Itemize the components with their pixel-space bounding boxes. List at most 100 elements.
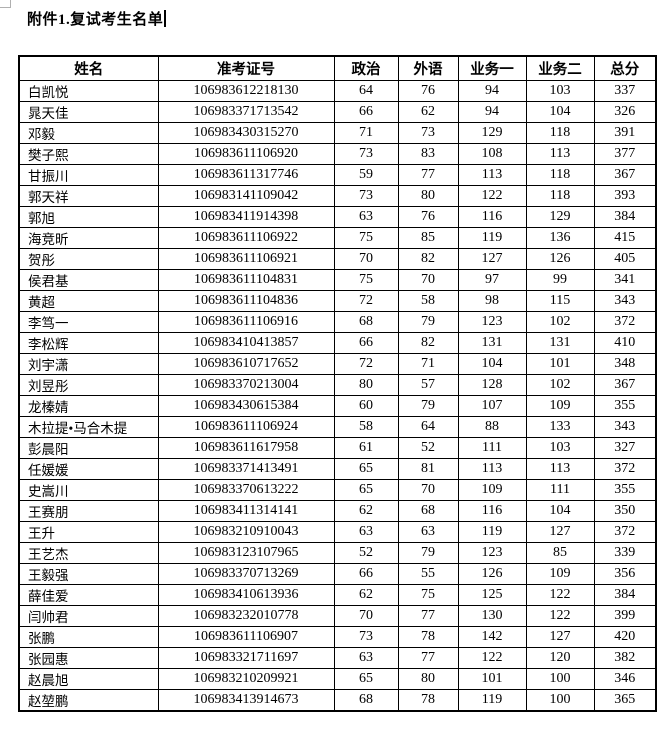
cell-foreign-language: 76 <box>397 206 459 228</box>
cell-foreign-language: 52 <box>397 437 459 459</box>
cell-subject-two: 100 <box>525 689 595 712</box>
cell-subject-two: 85 <box>525 542 595 564</box>
cell-subject-one: 122 <box>457 647 527 669</box>
cell-subject-two: 113 <box>525 458 595 480</box>
cell-politics: 75 <box>333 269 399 291</box>
cell-name: 邓毅 <box>18 122 159 144</box>
cell-subject-two: 118 <box>525 164 595 186</box>
cell-subject-one: 107 <box>457 395 527 417</box>
cell-total-score: 393 <box>593 185 657 207</box>
table-row: 海竞昕 106983611106922 75 85 119 136 415 <box>18 227 657 249</box>
cell-foreign-language: 70 <box>397 479 459 501</box>
cell-total-score: 367 <box>593 374 657 396</box>
column-header: 外语 <box>397 55 459 81</box>
cell-subject-one: 129 <box>457 122 527 144</box>
cell-subject-one: 122 <box>457 185 527 207</box>
cell-subject-one: 116 <box>457 500 527 522</box>
table-row: 任媛媛 106983371413491 65 81 113 113 372 <box>18 458 657 480</box>
cell-foreign-language: 78 <box>397 689 459 712</box>
cell-politics: 72 <box>333 353 399 375</box>
cell-total-score: 327 <box>593 437 657 459</box>
cell-exam-id: 106983611106916 <box>157 311 335 333</box>
cell-politics: 65 <box>333 668 399 690</box>
table-row: 赵晨旭 106983210209921 65 80 101 100 346 <box>18 668 657 690</box>
cell-name: 黄超 <box>18 290 159 312</box>
cell-exam-id: 106983611104836 <box>157 290 335 312</box>
cell-exam-id: 106983232010778 <box>157 605 335 627</box>
cell-subject-one: 109 <box>457 479 527 501</box>
cell-name: 甘振川 <box>18 164 159 186</box>
cell-name: 李松辉 <box>18 332 159 354</box>
cell-politics: 63 <box>333 206 399 228</box>
cell-foreign-language: 80 <box>397 185 459 207</box>
cell-exam-id: 106983371413491 <box>157 458 335 480</box>
cell-name: 晁天佳 <box>18 101 159 123</box>
cell-total-score: 372 <box>593 311 657 333</box>
cell-politics: 80 <box>333 374 399 396</box>
cell-total-score: 355 <box>593 479 657 501</box>
cell-name: 闫帅君 <box>18 605 159 627</box>
document-title-text: 附件1.复试考生名单 <box>27 12 164 28</box>
cell-name: 刘宇潇 <box>18 353 159 375</box>
cell-foreign-language: 63 <box>397 521 459 543</box>
cell-politics: 63 <box>333 521 399 543</box>
cell-subject-two: 131 <box>525 332 595 354</box>
table-row: 张园惠 106983321711697 63 77 122 120 382 <box>18 647 657 669</box>
cell-foreign-language: 82 <box>397 332 459 354</box>
cell-subject-one: 97 <box>457 269 527 291</box>
table-row: 李笃一 106983611106916 68 79 123 102 372 <box>18 311 657 333</box>
cell-exam-id: 106983411314141 <box>157 500 335 522</box>
cell-total-score: 339 <box>593 542 657 564</box>
cell-subject-one: 98 <box>457 290 527 312</box>
cell-name: 王艺杰 <box>18 542 159 564</box>
cell-exam-id: 106983611106924 <box>157 416 335 438</box>
cell-foreign-language: 62 <box>397 101 459 123</box>
cell-politics: 63 <box>333 647 399 669</box>
cell-subject-one: 119 <box>457 227 527 249</box>
table-row: 李松辉 106983410413857 66 82 131 131 410 <box>18 332 657 354</box>
cell-exam-id: 106983611106907 <box>157 626 335 648</box>
cell-politics: 62 <box>333 584 399 606</box>
cell-total-score: 346 <box>593 668 657 690</box>
cell-politics: 65 <box>333 479 399 501</box>
cell-foreign-language: 80 <box>397 668 459 690</box>
cell-politics: 71 <box>333 122 399 144</box>
cell-total-score: 343 <box>593 416 657 438</box>
table-row: 刘昱彤 106983370213004 80 57 128 102 367 <box>18 374 657 396</box>
cell-exam-id: 106983410413857 <box>157 332 335 354</box>
column-header: 总分 <box>593 55 657 81</box>
cell-foreign-language: 85 <box>397 227 459 249</box>
cell-total-score: 410 <box>593 332 657 354</box>
table-row: 侯君基 106983611104831 75 70 97 99 341 <box>18 269 657 291</box>
cell-subject-one: 113 <box>457 164 527 186</box>
cell-exam-id: 106983610717652 <box>157 353 335 375</box>
cell-foreign-language: 82 <box>397 248 459 270</box>
cell-total-score: 343 <box>593 290 657 312</box>
cell-subject-one: 94 <box>457 101 527 123</box>
cell-exam-id: 106983371713542 <box>157 101 335 123</box>
table-row: 龙榛婧 106983430615384 60 79 107 109 355 <box>18 395 657 417</box>
cell-name: 赵晨旭 <box>18 668 159 690</box>
cell-total-score: 391 <box>593 122 657 144</box>
table-row: 白凯悦 106983612218130 64 76 94 103 337 <box>18 80 657 102</box>
cell-exam-id: 106983611106921 <box>157 248 335 270</box>
cell-name: 王升 <box>18 521 159 543</box>
cell-total-score: 415 <box>593 227 657 249</box>
cell-foreign-language: 77 <box>397 164 459 186</box>
cell-exam-id: 106983611617958 <box>157 437 335 459</box>
cell-foreign-language: 77 <box>397 647 459 669</box>
cell-politics: 66 <box>333 563 399 585</box>
cell-foreign-language: 68 <box>397 500 459 522</box>
cell-subject-one: 130 <box>457 605 527 627</box>
cell-exam-id: 106983321711697 <box>157 647 335 669</box>
table-row: 晁天佳 106983371713542 66 62 94 104 326 <box>18 101 657 123</box>
cell-total-score: 382 <box>593 647 657 669</box>
cell-subject-two: 111 <box>525 479 595 501</box>
cell-subject-one: 123 <box>457 311 527 333</box>
cell-foreign-language: 83 <box>397 143 459 165</box>
cell-exam-id: 106983370213004 <box>157 374 335 396</box>
cell-name: 郭旭 <box>18 206 159 228</box>
cell-subject-one: 131 <box>457 332 527 354</box>
cell-total-score: 367 <box>593 164 657 186</box>
cell-subject-two: 104 <box>525 101 595 123</box>
